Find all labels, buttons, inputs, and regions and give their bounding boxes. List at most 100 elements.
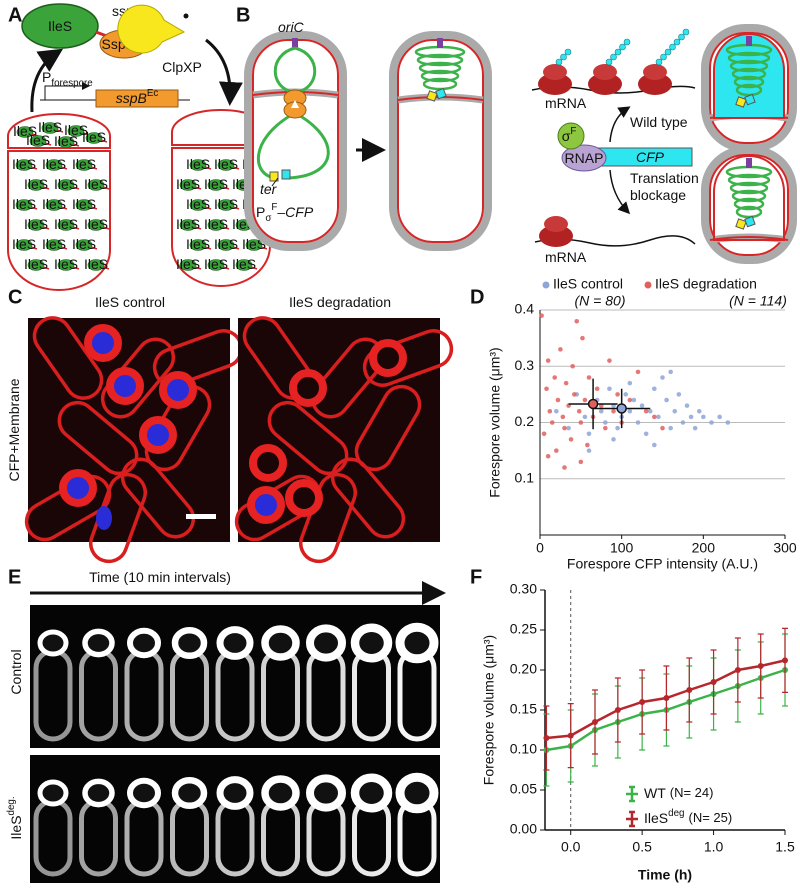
- forespore: [261, 775, 300, 811]
- point: [543, 735, 550, 741]
- cell-iles: [75, 199, 93, 211]
- forespore-ring: [159, 371, 197, 409]
- gene-label-part: Ec: [147, 88, 159, 99]
- point: [652, 414, 657, 420]
- protease-label: ClpXP: [162, 59, 202, 75]
- chromosome-coil: [731, 67, 767, 81]
- x-axis-label: Forespore CFP intensity (A.U.): [567, 556, 758, 572]
- cell-tag: [260, 246, 268, 250]
- cell-protein-label-part: IleS: [54, 256, 78, 272]
- point: [627, 397, 633, 403]
- point: [660, 375, 665, 380]
- origin-label: oriC: [278, 19, 305, 35]
- forespore: [395, 622, 439, 664]
- cell-iles: [15, 159, 33, 171]
- legend-marker: [626, 810, 638, 828]
- point: [782, 657, 788, 664]
- point: [668, 425, 673, 431]
- cell-tag: [30, 206, 38, 210]
- x-tick-label: 300: [773, 540, 797, 556]
- cell-wall: [244, 31, 347, 251]
- cell-tag: [222, 266, 230, 270]
- forespore-ring: [369, 339, 407, 377]
- ribosome: [539, 225, 573, 247]
- cell-tag: [194, 226, 202, 230]
- promoter-arrow: [44, 82, 90, 100]
- cell-protein-label: IleS: [72, 196, 96, 212]
- x-tick-label: 0.5: [632, 839, 652, 855]
- cell-protein-label-part: IleS: [186, 196, 210, 212]
- blockage-label-part: Translation: [630, 170, 699, 186]
- row-label-part: Control: [8, 649, 24, 694]
- cell-protein-label: IleS: [38, 119, 62, 135]
- point: [757, 663, 764, 669]
- point: [603, 420, 608, 425]
- legend-n: (N= 25): [688, 810, 732, 825]
- cell-tag: [60, 166, 68, 170]
- point: [576, 408, 582, 414]
- arrow-up: [291, 100, 299, 108]
- forespore: [37, 629, 69, 657]
- point: [656, 414, 661, 420]
- ter-yellow: [735, 96, 747, 108]
- sigma-label-part: σ: [562, 128, 571, 144]
- cell-protein-label: IleS: [42, 156, 66, 172]
- cell-protein-label-part: IleS: [38, 119, 62, 135]
- cell-protein-label: IleS: [26, 132, 50, 148]
- forespore: [216, 776, 254, 810]
- orisite: [437, 38, 443, 48]
- forespore: [127, 777, 161, 809]
- cell-tag: [30, 246, 38, 250]
- mrna-label: mRNA: [545, 95, 587, 111]
- wild-type-label-part: Wild type: [630, 114, 688, 130]
- cell-protein-label-part: IleS: [82, 129, 106, 145]
- peptide: [560, 53, 567, 61]
- ter-cyan: [281, 169, 291, 180]
- peptide: [673, 38, 681, 46]
- mean-point: [587, 398, 599, 410]
- chromosome-coil: [729, 59, 769, 73]
- point: [562, 425, 567, 431]
- branch-arrow: [609, 106, 631, 143]
- cell-iles: [179, 179, 197, 191]
- sspb-gene: [95, 89, 179, 108]
- forespore-ring: [106, 367, 144, 405]
- cell-tag: [42, 266, 50, 270]
- cell-protein-label-part: IleS: [72, 236, 96, 252]
- cell-iles: [41, 122, 59, 134]
- cell-iles: [57, 219, 75, 231]
- point: [549, 420, 555, 425]
- ribosome: [588, 73, 622, 95]
- y-tick-label: 0.3: [515, 357, 535, 373]
- iles-protein: [21, 3, 99, 49]
- orisite: [746, 36, 752, 46]
- x-tick-label: 0.0: [561, 839, 581, 855]
- channel-label-part: CFP+Membrane: [6, 378, 22, 481]
- point: [547, 408, 553, 414]
- y-axis-label: Forespore volume (μm³): [481, 635, 497, 785]
- cell-protein-label-part: IleS: [204, 256, 228, 272]
- cell-tag: [204, 166, 212, 170]
- cell-tag: [30, 166, 38, 170]
- cell-tag: [56, 129, 64, 133]
- cell-iles: [235, 259, 253, 271]
- panel-label: F: [470, 566, 482, 588]
- panel-c-title: IleS degradation: [289, 294, 391, 310]
- point: [555, 397, 561, 403]
- sigma-label: σF: [562, 126, 577, 144]
- cell-iles: [57, 136, 75, 148]
- point: [611, 408, 616, 414]
- forespore: [127, 627, 161, 659]
- orisite: [292, 38, 298, 48]
- cell-protein-label: IleS: [214, 196, 238, 212]
- legend-n: (N = 80): [575, 293, 626, 309]
- ter-cyan: [744, 215, 756, 228]
- point: [717, 414, 722, 420]
- forespore-ring: [59, 469, 97, 507]
- cell-tag: [72, 266, 80, 270]
- terminus-label: ter: [260, 181, 278, 197]
- forespore: [350, 623, 393, 663]
- cell-tag: [250, 266, 258, 270]
- x-tick-label: 1.5: [775, 839, 795, 855]
